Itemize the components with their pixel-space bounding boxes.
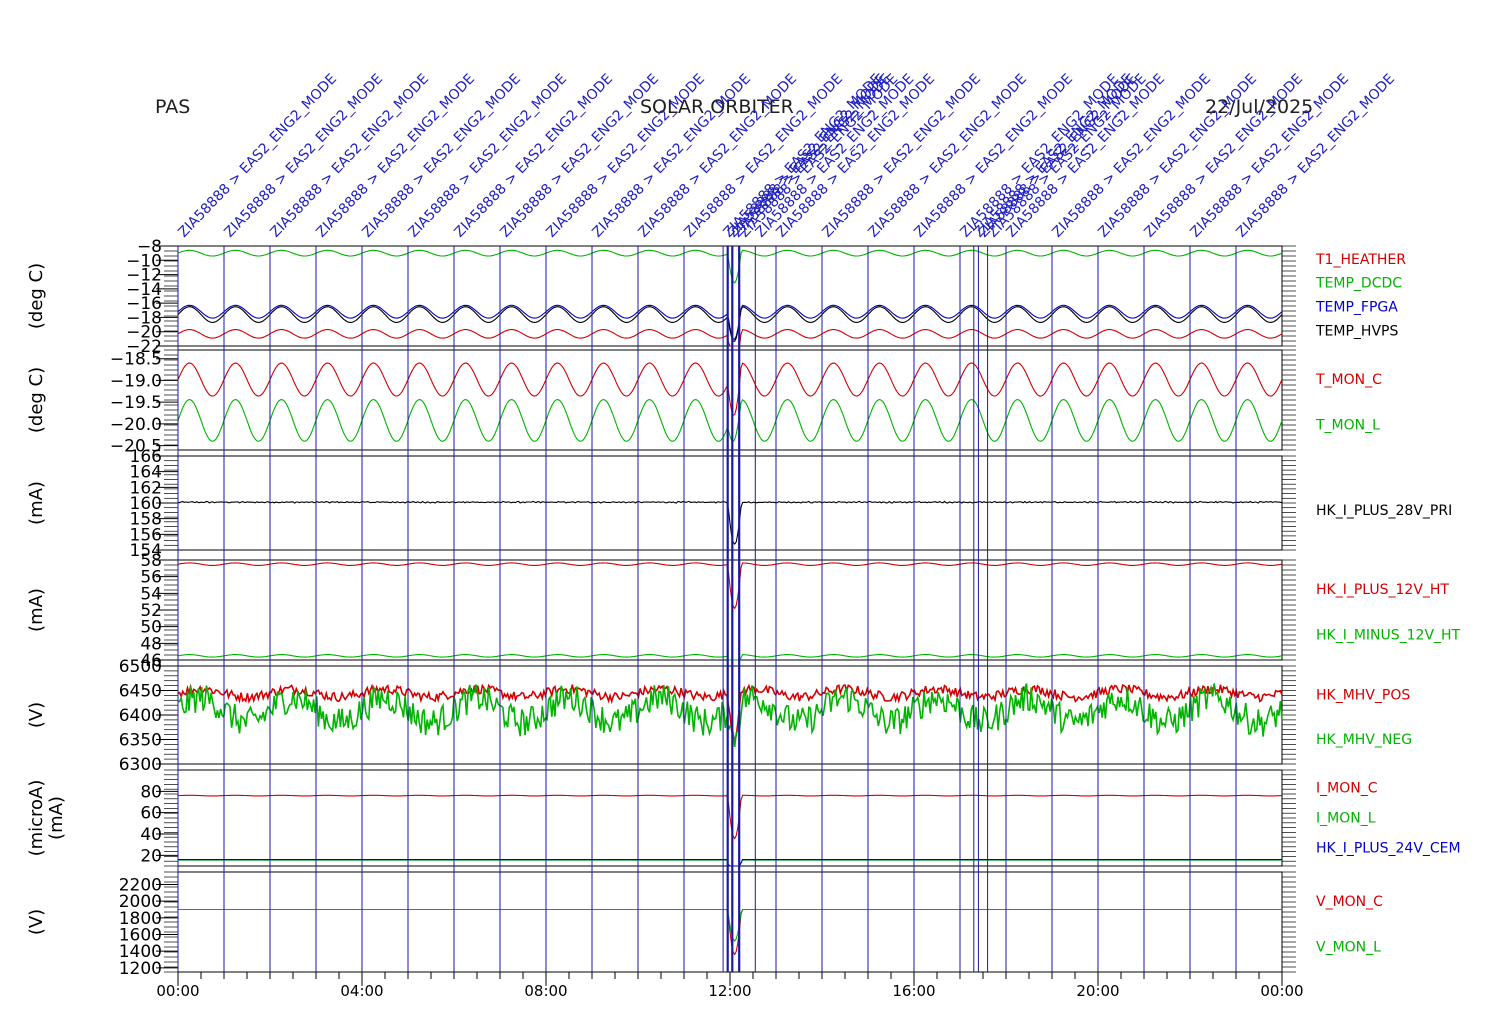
y-axis-label: (mA) bbox=[26, 588, 47, 632]
x-tick-label: 20:00 bbox=[1076, 982, 1119, 1000]
y-tick-label: 158 bbox=[130, 510, 162, 530]
series-label: HK_I_PLUS_28V_PRI bbox=[1316, 503, 1452, 519]
y-tick-label: 40 bbox=[140, 825, 162, 845]
y-tick-label: 162 bbox=[130, 478, 162, 498]
y-tick-label: 6450 bbox=[119, 682, 162, 702]
x-tick-label: 00:00 bbox=[156, 982, 199, 1000]
y-axis-label: (deg C) bbox=[26, 367, 47, 433]
panel-frame bbox=[177, 559, 1283, 661]
series-line-hk_i_plus_28v_pri bbox=[177, 500, 1283, 545]
series-line-i_mon_c bbox=[177, 794, 1283, 840]
y-tick-label: −10 bbox=[126, 251, 162, 271]
header-right-date: 22/Jul/2025 bbox=[1205, 96, 1314, 118]
y-tick-label: 160 bbox=[130, 494, 162, 514]
header-center-title: SOLAR ORBITER bbox=[640, 96, 794, 118]
y-tick-label: 2000 bbox=[119, 892, 162, 912]
series-label: T_MON_C bbox=[1315, 372, 1382, 388]
y-tick-label: −14 bbox=[126, 280, 162, 300]
series-label: T1_HEATHER bbox=[1315, 252, 1406, 268]
x-tick-label: 16:00 bbox=[892, 982, 935, 1000]
series-label: HK_I_MINUS_12V_HT bbox=[1316, 628, 1461, 644]
y-tick-label: 166 bbox=[130, 447, 162, 467]
series-label: TEMP_HVPS bbox=[1315, 323, 1398, 339]
y-tick-label: 156 bbox=[130, 525, 162, 545]
y-tick-label: −12 bbox=[126, 266, 162, 286]
x-tick-label: 04:00 bbox=[340, 982, 383, 1000]
series-label: HK_MHV_POS bbox=[1316, 687, 1410, 703]
y-tick-label: 154 bbox=[130, 541, 162, 561]
y-tick-label: 6300 bbox=[119, 755, 162, 775]
series-line-i_mon_l bbox=[178, 859, 1282, 867]
y-axis-label: (V) bbox=[26, 702, 47, 728]
y-axis-label-secondary: (mA) bbox=[46, 796, 67, 840]
y-axis-label: (V) bbox=[26, 909, 47, 935]
series-line-hk_i_plus_12v_ht bbox=[177, 562, 1283, 610]
y-tick-label: 6500 bbox=[119, 657, 162, 677]
y-tick-label: 48 bbox=[140, 634, 162, 654]
y-tick-label: −16 bbox=[126, 294, 162, 314]
y-tick-label: 80 bbox=[140, 782, 162, 802]
series-label: T_MON_L bbox=[1315, 418, 1380, 434]
y-tick-label: 54 bbox=[140, 584, 162, 604]
series-label: TEMP_FPGA bbox=[1315, 299, 1398, 315]
y-tick-label: −22 bbox=[126, 337, 162, 357]
series-label: I_MON_C bbox=[1316, 781, 1378, 797]
y-tick-label: −18.5 bbox=[110, 350, 162, 370]
y-tick-label: 52 bbox=[140, 601, 162, 621]
series-label: HK_I_PLUS_24V_CEM bbox=[1316, 841, 1461, 857]
series-label: V_MON_L bbox=[1316, 940, 1381, 956]
x-tick-label: 00:00 bbox=[1260, 982, 1303, 1000]
series-line-t_mon_l bbox=[177, 398, 1283, 443]
y-tick-label: 6350 bbox=[119, 731, 162, 751]
y-tick-label: 1600 bbox=[119, 926, 162, 946]
series-label: HK_I_PLUS_12V_HT bbox=[1316, 582, 1449, 598]
y-tick-label: 1200 bbox=[119, 959, 162, 979]
x-tick-label: 08:00 bbox=[524, 982, 567, 1000]
series-label: I_MON_L bbox=[1316, 811, 1376, 827]
y-tick-label: 20 bbox=[140, 846, 162, 866]
y-tick-label: 58 bbox=[140, 551, 162, 571]
series-line-temp_dcdc bbox=[177, 249, 1283, 284]
y-axis-label: (deg C) bbox=[26, 263, 47, 329]
series-line-v_mon_l bbox=[178, 908, 1282, 942]
y-axis-label: (mA) bbox=[26, 481, 47, 525]
series-line-hk_i_minus_12v_ht bbox=[177, 654, 1283, 661]
y-tick-label: −19.5 bbox=[110, 393, 162, 413]
y-tick-label: −20.5 bbox=[110, 437, 162, 457]
y-tick-label: 56 bbox=[140, 568, 162, 588]
series-label: HK_MHV_NEG bbox=[1316, 732, 1412, 748]
y-tick-label: 2200 bbox=[119, 876, 162, 896]
y-tick-label: 164 bbox=[130, 463, 162, 483]
x-tick-label: 12:00 bbox=[708, 982, 751, 1000]
y-tick-label: 60 bbox=[140, 804, 162, 824]
y-tick-label: −20.0 bbox=[110, 415, 162, 435]
y-tick-label: −20 bbox=[126, 323, 162, 343]
series-line-v_mon_c bbox=[178, 908, 1282, 956]
y-tick-label: −18 bbox=[126, 308, 162, 328]
y-tick-label: 1400 bbox=[119, 942, 162, 962]
series-label: TEMP_DCDC bbox=[1315, 276, 1402, 292]
y-tick-label: 6400 bbox=[119, 706, 162, 726]
series-line-hk_mhv_pos bbox=[177, 683, 1283, 743]
y-tick-label: −19.0 bbox=[110, 371, 162, 391]
y-tick-label: 1800 bbox=[119, 909, 162, 929]
series-label: V_MON_C bbox=[1316, 894, 1383, 910]
header-left-label: PAS bbox=[155, 96, 191, 118]
y-tick-label: 50 bbox=[140, 618, 162, 638]
event-label: ZIA58888 > EAS2_ENG2_MODE bbox=[175, 71, 340, 241]
y-axis-label: (microA) bbox=[26, 780, 47, 857]
y-tick-label: −8 bbox=[137, 237, 162, 257]
